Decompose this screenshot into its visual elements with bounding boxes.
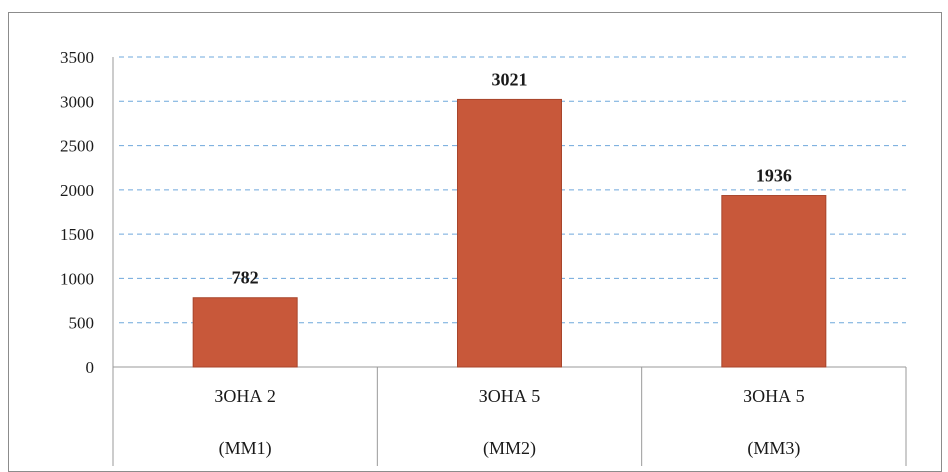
bar [721, 195, 827, 368]
y-tick-label: 2000 [60, 181, 94, 200]
data-labels: 782 3021 1936 [232, 69, 792, 287]
bar [192, 297, 298, 368]
category-label: ЗОНА 5 [479, 386, 541, 406]
data-label: 3021 [492, 69, 528, 89]
y-tick-label: 0 [86, 358, 95, 377]
category-label: ЗОНА 2 [214, 386, 276, 406]
bars [192, 98, 827, 368]
y-tick-label: 1500 [60, 225, 94, 244]
y-tick-label: 1000 [60, 269, 94, 288]
category-sublabel: (ММ2) [483, 438, 536, 459]
y-tick-label: 2500 [60, 137, 94, 156]
y-tick-labels: 0 500 1000 1500 2000 2500 3000 3500 [60, 48, 94, 377]
y-tick-label: 3500 [60, 48, 94, 67]
data-label: 782 [232, 268, 259, 288]
data-label: 1936 [756, 166, 792, 186]
category-labels: ЗОНА 2 (ММ1) ЗОНА 5 (ММ2) ЗОНА 5 (ММ3) [214, 386, 804, 459]
bar [457, 98, 562, 368]
category-sublabel: (ММ1) [219, 438, 272, 459]
category-sublabel: (ММ3) [747, 438, 800, 459]
category-label: ЗОНА 5 [743, 386, 805, 406]
y-tick-label: 3000 [60, 92, 94, 111]
y-tick-label: 500 [69, 314, 95, 333]
